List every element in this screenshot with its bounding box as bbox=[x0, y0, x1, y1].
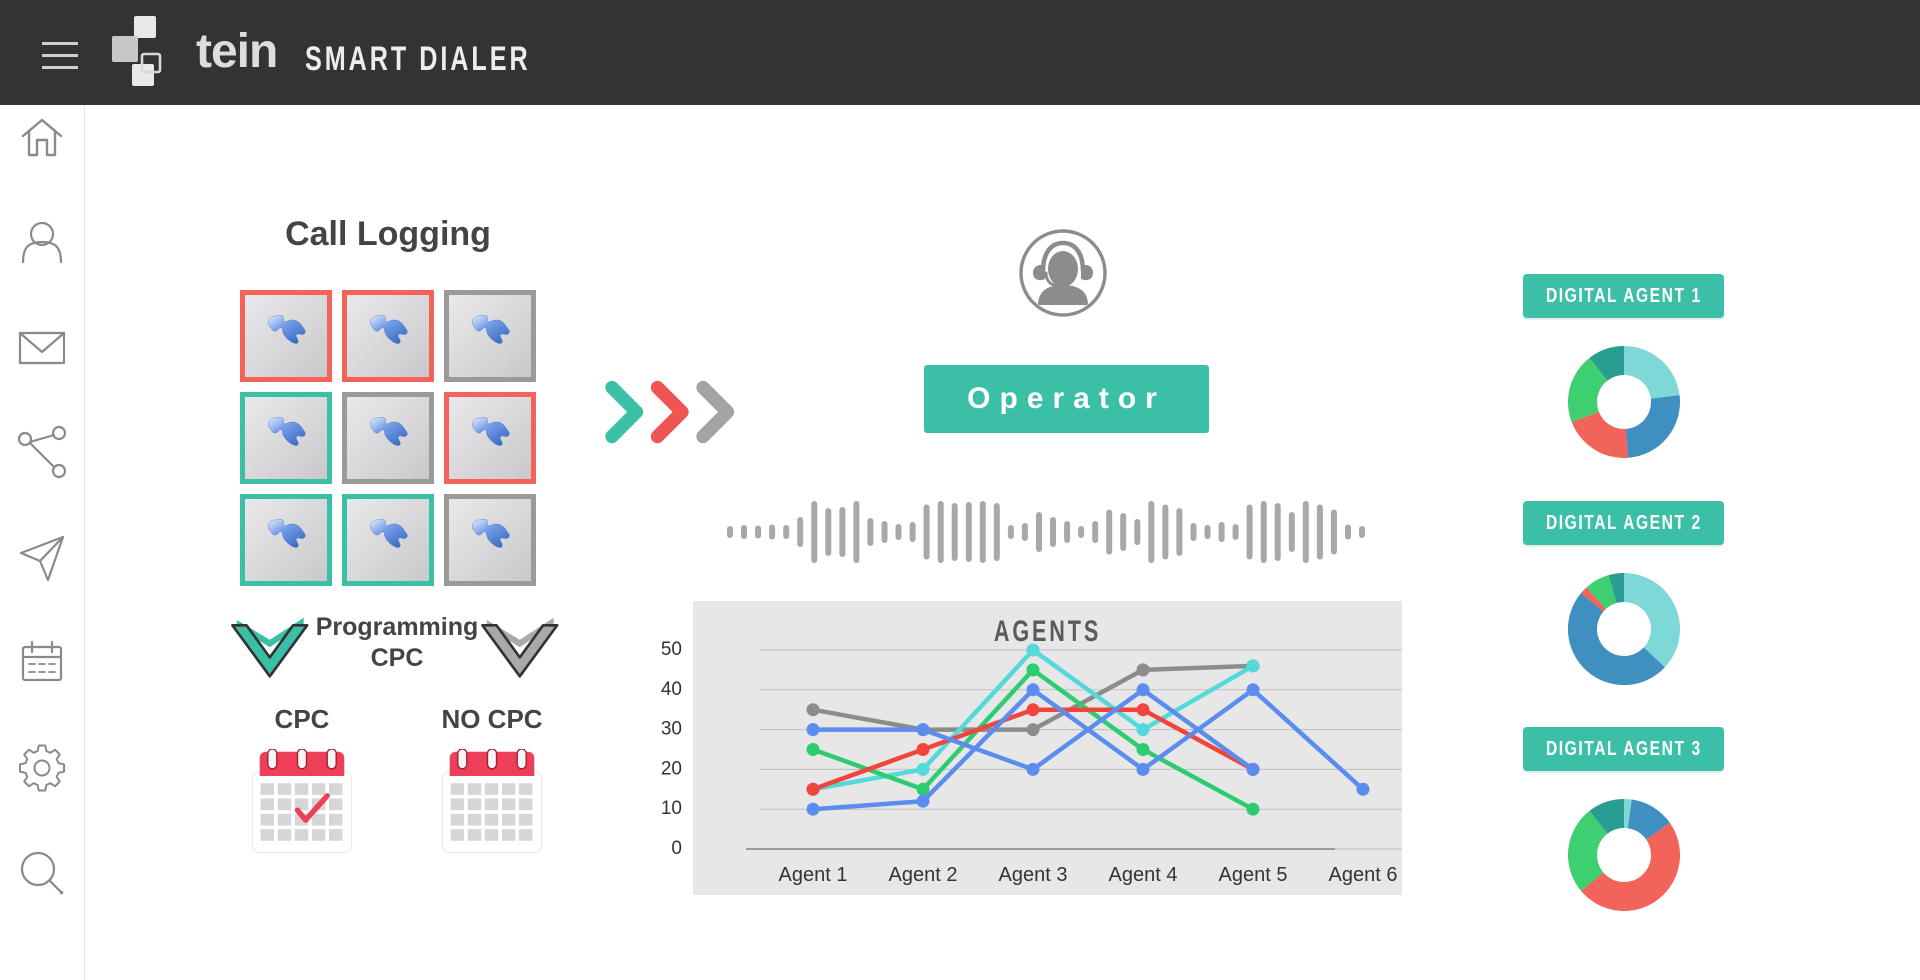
svg-text:30: 30 bbox=[661, 719, 682, 740]
svg-text:Agent 4: Agent 4 bbox=[1109, 864, 1178, 886]
svg-text:Agent 2: Agent 2 bbox=[889, 864, 958, 886]
svg-text:10: 10 bbox=[661, 798, 682, 819]
svg-text:Agent 3: Agent 3 bbox=[999, 864, 1068, 886]
svg-text:50: 50 bbox=[661, 639, 682, 660]
svg-text:20: 20 bbox=[661, 758, 682, 779]
svg-text:Agent 1: Agent 1 bbox=[779, 864, 848, 886]
svg-text:40: 40 bbox=[661, 679, 682, 700]
svg-text:Agent 5: Agent 5 bbox=[1219, 864, 1288, 886]
svg-text:Agent 6: Agent 6 bbox=[1329, 864, 1398, 886]
svg-text:0: 0 bbox=[671, 838, 682, 859]
